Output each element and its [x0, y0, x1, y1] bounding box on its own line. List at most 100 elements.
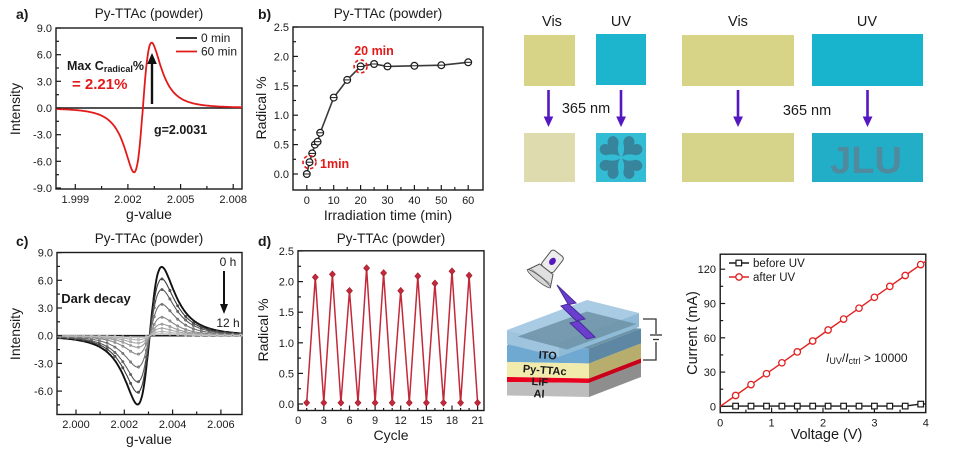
svg-text:4: 4	[923, 418, 929, 430]
svg-text:Py-TTAc (powder): Py-TTAc (powder)	[95, 6, 204, 21]
svg-text:30: 30	[381, 195, 393, 207]
svg-text:0 min: 0 min	[201, 31, 230, 45]
svg-text:40: 40	[408, 195, 420, 207]
svg-text:2.002: 2.002	[111, 419, 139, 431]
svg-text:9.0: 9.0	[38, 248, 53, 260]
svg-text:0.0: 0.0	[38, 331, 53, 343]
svg-text:-3.0: -3.0	[34, 358, 53, 370]
svg-text:g=2.0031: g=2.0031	[154, 123, 207, 137]
svg-text:0.0: 0.0	[274, 169, 289, 181]
svg-text:2.008: 2.008	[219, 194, 247, 206]
svg-text:ITO: ITO	[538, 349, 557, 362]
svg-text:g-value: g-value	[126, 206, 172, 222]
svg-text:6: 6	[346, 415, 352, 427]
svg-text:Intensity: Intensity	[7, 83, 23, 135]
svg-text:365 nm: 365 nm	[783, 103, 831, 119]
svg-text:0 h: 0 h	[220, 255, 237, 269]
svg-text:2.006: 2.006	[207, 419, 235, 431]
svg-text:1.5: 1.5	[279, 307, 294, 319]
svg-text:c): c)	[16, 233, 28, 249]
svg-text:Dark decay: Dark decay	[61, 291, 131, 306]
svg-text:30: 30	[704, 367, 716, 379]
svg-text:Voltage (V): Voltage (V)	[791, 427, 863, 443]
svg-text:Py-TTAc (powder): Py-TTAc (powder)	[95, 231, 204, 246]
svg-text:3.0: 3.0	[37, 76, 52, 88]
svg-text:90: 90	[704, 299, 716, 311]
svg-text:1.0: 1.0	[274, 110, 289, 122]
svg-text:Intensity: Intensity	[7, 308, 23, 360]
svg-text:-6.0: -6.0	[34, 386, 53, 398]
svg-text:1.0: 1.0	[279, 338, 294, 350]
svg-text:Al: Al	[533, 388, 545, 401]
svg-text:60 min: 60 min	[201, 45, 237, 59]
svg-text:g-value: g-value	[126, 431, 172, 447]
svg-text:60: 60	[462, 195, 474, 207]
svg-text:Max Cradical%: Max Cradical%	[67, 59, 144, 74]
svg-text:0: 0	[710, 401, 716, 413]
svg-text:9.0: 9.0	[37, 23, 52, 35]
svg-text:UV: UV	[611, 14, 631, 30]
svg-text:9: 9	[372, 415, 378, 427]
svg-text:0: 0	[717, 418, 723, 430]
svg-text:3.0: 3.0	[38, 303, 53, 315]
svg-text:1: 1	[769, 418, 775, 430]
svg-text:Cycle: Cycle	[373, 427, 408, 443]
svg-text:3: 3	[321, 415, 327, 427]
svg-text:Vis: Vis	[728, 14, 748, 30]
svg-text:-3.0: -3.0	[33, 130, 52, 142]
svg-text:3: 3	[871, 418, 877, 430]
svg-text:20: 20	[354, 195, 366, 207]
svg-text:after UV: after UV	[753, 272, 796, 284]
svg-text:Py-TTAc (powder): Py-TTAc (powder)	[337, 231, 446, 246]
svg-text:15: 15	[420, 415, 432, 427]
svg-text:b): b)	[258, 6, 271, 22]
svg-text:2.005: 2.005	[167, 194, 195, 206]
svg-text:0.5: 0.5	[279, 368, 294, 380]
svg-text:UV: UV	[857, 14, 877, 30]
svg-text:d): d)	[258, 233, 271, 249]
svg-text:21: 21	[471, 415, 483, 427]
svg-text:Py-TTAc: Py-TTAc	[522, 363, 567, 378]
svg-text:LiF: LiF	[531, 376, 549, 389]
svg-text:12 h: 12 h	[216, 316, 239, 330]
svg-text:20 min: 20 min	[354, 44, 394, 58]
svg-text:12: 12	[395, 415, 407, 427]
svg-text:= 2.21%: = 2.21%	[72, 76, 127, 93]
svg-text:18: 18	[446, 415, 458, 427]
svg-text:Vis: Vis	[542, 14, 562, 30]
svg-text:IUV/Ictrl > 10000: IUV/Ictrl > 10000	[826, 351, 908, 366]
svg-text:Py-TTAc (powder): Py-TTAc (powder)	[334, 6, 443, 21]
svg-text:6.0: 6.0	[37, 50, 52, 62]
svg-text:-9.0: -9.0	[33, 183, 52, 195]
svg-text:1.5: 1.5	[274, 81, 289, 93]
svg-text:2: 2	[820, 418, 826, 430]
svg-text:0: 0	[295, 415, 301, 427]
svg-text:2.004: 2.004	[159, 419, 187, 431]
svg-text:2.5: 2.5	[279, 246, 294, 258]
svg-text:2.002: 2.002	[114, 194, 142, 206]
svg-text:50: 50	[435, 195, 447, 207]
svg-text:1.999: 1.999	[62, 194, 90, 206]
svg-text:2.0: 2.0	[279, 277, 294, 289]
svg-text:before UV: before UV	[753, 258, 805, 270]
svg-text:Current (mA): Current (mA)	[685, 291, 701, 375]
svg-text:-6.0: -6.0	[33, 156, 52, 168]
svg-text:0: 0	[304, 195, 310, 207]
svg-text:120: 120	[698, 264, 716, 276]
svg-text:a): a)	[16, 6, 28, 22]
svg-text:1min: 1min	[320, 157, 349, 171]
svg-text:0.5: 0.5	[274, 140, 289, 152]
svg-text:2.0: 2.0	[274, 51, 289, 63]
svg-text:2.5: 2.5	[274, 22, 289, 34]
svg-text:Radical %: Radical %	[255, 298, 271, 361]
svg-text:0.0: 0.0	[279, 399, 294, 411]
svg-text:365 nm: 365 nm	[562, 101, 610, 117]
svg-text:0.0: 0.0	[37, 103, 52, 115]
svg-text:10: 10	[328, 195, 340, 207]
svg-text:Radical %: Radical %	[253, 76, 269, 139]
svg-text:Irradiation time (min): Irradiation time (min)	[324, 207, 452, 223]
svg-text:JLU: JLU	[830, 140, 902, 182]
svg-text:60: 60	[704, 333, 716, 345]
svg-text:6.0: 6.0	[38, 275, 53, 287]
svg-text:2.000: 2.000	[62, 419, 90, 431]
